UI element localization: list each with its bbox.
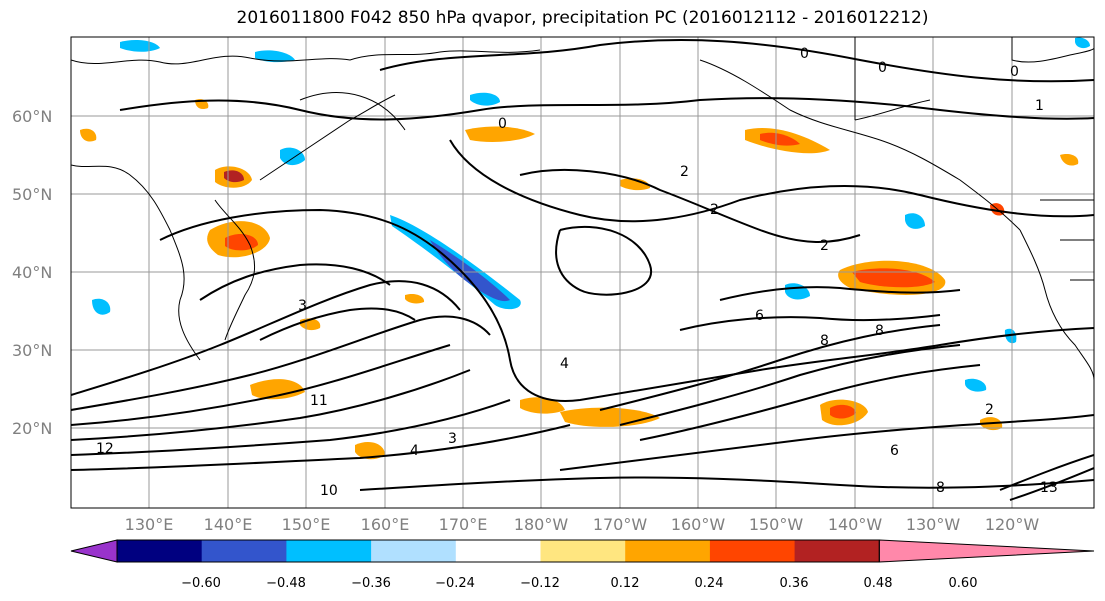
colorbar-extend-low (70, 539, 118, 563)
contour-label: 4 (560, 356, 569, 372)
contour-label: 2 (710, 202, 719, 218)
lon-label: 140°W (828, 515, 883, 534)
lon-label: 140°E (204, 515, 253, 534)
contour-label: 3 (298, 298, 307, 314)
colorbar-tick-label: −0.36 (351, 576, 391, 591)
map-panel: 0 0 0 0 1 2 2 2 2 3 3 4 4 6 6 8 8 8 10 1… (71, 37, 1094, 508)
colorbar-tick-label: 0.12 (611, 576, 640, 591)
qvapor-contours (71, 39, 1094, 501)
contour-label: 2 (680, 164, 689, 180)
contour-label: 3 (448, 431, 457, 447)
contour-label: 10 (320, 483, 338, 499)
colorbar-tick-label: −0.24 (435, 576, 475, 591)
contour-label: 12 (96, 441, 114, 457)
contour-label: 6 (755, 308, 764, 324)
lon-label: 150°W (749, 515, 804, 534)
contour-label: 0 (878, 60, 887, 76)
contour-label: 2 (985, 402, 994, 418)
colorbar-segment (709, 540, 796, 562)
contour-label: 6 (890, 443, 899, 459)
lon-label: 120°W (985, 515, 1040, 534)
lon-label: 150°E (282, 515, 331, 534)
contour-label: 2 (820, 238, 829, 254)
colorbar-tick-label: 0.24 (695, 576, 724, 591)
contour-label: 8 (820, 333, 829, 349)
lat-label: 30°N (12, 341, 52, 360)
colorbar-segment (286, 540, 372, 562)
lon-label: 160°E (361, 515, 410, 534)
colorbar-segment (371, 540, 457, 562)
colorbar-segment (625, 540, 711, 562)
lat-label: 60°N (12, 107, 52, 126)
contour-label: 1 (1035, 98, 1044, 114)
lon-labels: 130°E 140°E 150°E 160°E 170°E 180°W 170°… (125, 515, 1040, 534)
lon-label: 160°W (671, 515, 726, 534)
colorbar-segment (540, 540, 626, 562)
coastlines (71, 37, 1094, 381)
contour-label: 11 (310, 393, 328, 409)
colorbar-segment (117, 540, 203, 562)
lon-label: 180°W (514, 515, 569, 534)
colorbar-segment (455, 540, 541, 562)
colorbar-tick-label: 0.36 (780, 576, 809, 591)
contour-label: 13 (1040, 480, 1058, 496)
colorbar-tick-label: 0.60 (949, 576, 978, 591)
contour-label-group: 0 0 0 0 1 2 2 2 2 3 3 4 4 6 6 8 8 8 10 1… (96, 46, 1058, 499)
colorbar-segment (794, 540, 880, 562)
lon-label: 170°E (439, 515, 488, 534)
contour-label: 0 (1010, 64, 1019, 80)
colorbar-tick-label: 0.48 (864, 576, 893, 591)
lon-label: 130°W (906, 515, 961, 534)
colorbar-tick-label: −0.12 (520, 576, 560, 591)
colorbar (70, 539, 1095, 563)
colorbar-tick-label: −0.48 (266, 576, 306, 591)
lat-label: 20°N (12, 419, 52, 438)
lat-label: 40°N (12, 263, 52, 282)
map-frame (70, 36, 1095, 509)
lat-labels: 60°N 50°N 40°N 30°N 20°N (12, 107, 52, 438)
contour-label: 0 (800, 46, 809, 62)
lon-label: 170°W (593, 515, 648, 534)
contour-label: 8 (936, 480, 945, 496)
colorbar-extend-high (878, 539, 1095, 563)
colorbar-tick-label: −0.60 (181, 576, 221, 591)
contour-label: 8 (875, 323, 884, 339)
colorbar-outline (116, 539, 880, 563)
colorbar-ticks: −0.60 −0.48 −0.36 −0.24 −0.12 0.12 0.24 … (181, 576, 977, 591)
lat-label: 50°N (12, 185, 52, 204)
contour-label: 4 (410, 443, 419, 459)
lon-label: 130°E (125, 515, 174, 534)
contour-label: 0 (498, 116, 507, 132)
map-title: 2016011800 F042 850 hPa qvapor, precipit… (236, 8, 929, 28)
colorbar-segment (201, 540, 287, 562)
